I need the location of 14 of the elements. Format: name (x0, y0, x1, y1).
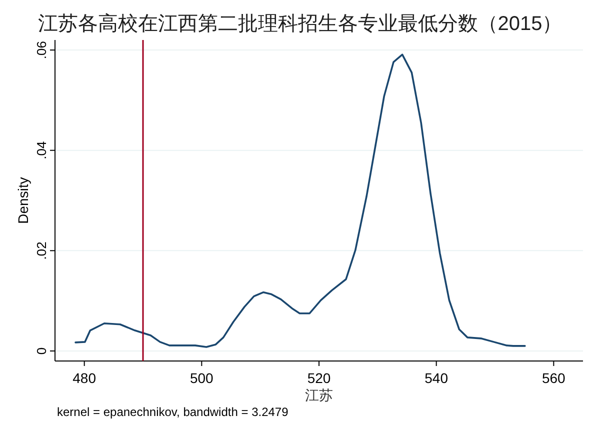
chart-title: 江苏各高校在江西第二批理科招生各专业最低分数（2015） (38, 12, 562, 35)
y-tick-label: 0 (34, 347, 49, 355)
x-tick-label: 520 (307, 370, 331, 386)
y-axis-title: Density (15, 177, 31, 224)
x-tick-label: 480 (72, 370, 96, 386)
y-tick-label: .04 (34, 141, 49, 160)
x-tick-label: 540 (424, 370, 448, 386)
y-tick-label: .02 (34, 242, 49, 260)
x-tick-label: 560 (542, 370, 566, 386)
x-axis-title: 江苏 (305, 387, 333, 403)
y-tick-label: .06 (34, 40, 49, 60)
line-series (74, 54, 526, 348)
text: kernel = epanechnikov, bandwidth = 3.2479 (57, 405, 289, 419)
x-tick-label: 500 (190, 370, 214, 386)
